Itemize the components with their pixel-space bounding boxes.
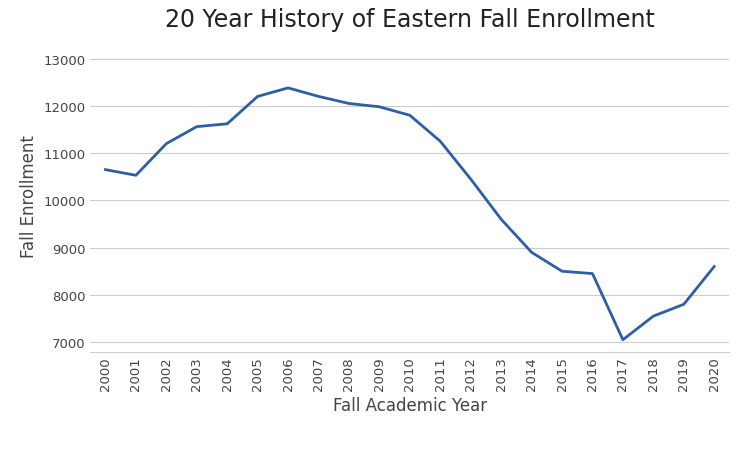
X-axis label: Fall Academic Year: Fall Academic Year: [333, 396, 487, 414]
Y-axis label: Fall Enrollment: Fall Enrollment: [20, 135, 38, 258]
Title: 20 Year History of Eastern Fall Enrollment: 20 Year History of Eastern Fall Enrollme…: [165, 8, 655, 32]
